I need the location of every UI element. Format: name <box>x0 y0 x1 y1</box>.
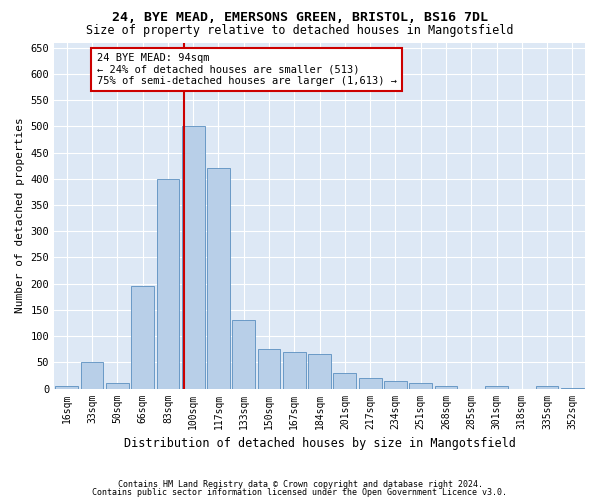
Bar <box>308 354 331 388</box>
Bar <box>359 378 382 388</box>
Bar <box>131 286 154 388</box>
Text: Contains HM Land Registry data © Crown copyright and database right 2024.: Contains HM Land Registry data © Crown c… <box>118 480 482 489</box>
Y-axis label: Number of detached properties: Number of detached properties <box>15 118 25 314</box>
Bar <box>334 373 356 388</box>
Bar <box>232 320 255 388</box>
Bar <box>81 362 103 388</box>
Bar <box>157 179 179 388</box>
Bar <box>434 386 457 388</box>
Text: 24 BYE MEAD: 94sqm
← 24% of detached houses are smaller (513)
75% of semi-detach: 24 BYE MEAD: 94sqm ← 24% of detached hou… <box>97 53 397 86</box>
Text: Contains public sector information licensed under the Open Government Licence v3: Contains public sector information licen… <box>92 488 508 497</box>
Bar <box>106 384 129 388</box>
Bar <box>485 386 508 388</box>
Bar <box>384 380 407 388</box>
Text: 24, BYE MEAD, EMERSONS GREEN, BRISTOL, BS16 7DL: 24, BYE MEAD, EMERSONS GREEN, BRISTOL, B… <box>112 11 488 24</box>
X-axis label: Distribution of detached houses by size in Mangotsfield: Distribution of detached houses by size … <box>124 437 515 450</box>
Bar <box>257 349 280 389</box>
Bar <box>207 168 230 388</box>
Bar <box>409 384 432 388</box>
Bar <box>283 352 305 389</box>
Bar <box>55 386 78 388</box>
Text: Size of property relative to detached houses in Mangotsfield: Size of property relative to detached ho… <box>86 24 514 37</box>
Bar <box>536 386 559 388</box>
Bar <box>182 126 205 388</box>
